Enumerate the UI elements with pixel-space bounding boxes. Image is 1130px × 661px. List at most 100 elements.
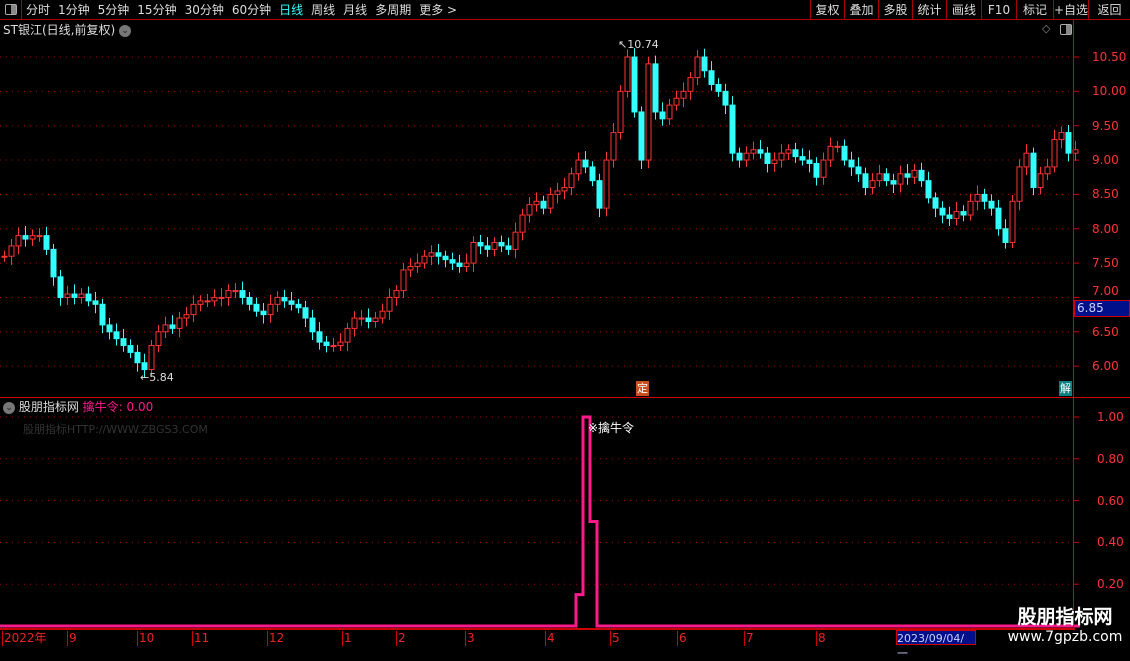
- x-axis-label: 10: [137, 631, 155, 646]
- period-tab[interactable]: 分时: [26, 3, 51, 17]
- period-tab[interactable]: 5分钟: [97, 3, 130, 17]
- candle: [771, 159, 778, 164]
- pane-divider[interactable]: [0, 397, 1130, 398]
- ding-badge[interactable]: 定: [636, 381, 649, 396]
- chevron-down-icon[interactable]: ⌄: [118, 24, 131, 37]
- candle: [407, 266, 414, 271]
- candle: [169, 324, 176, 329]
- watermark-url: www.7gpzb.com: [1007, 629, 1123, 645]
- candle: [1044, 166, 1051, 175]
- candle: [645, 63, 652, 161]
- candle: [288, 300, 295, 305]
- indicator-tick-label: 1.00: [1097, 410, 1124, 424]
- candle: [1051, 138, 1058, 168]
- candle: [267, 303, 274, 316]
- candle: [260, 310, 267, 316]
- candle: [813, 162, 820, 178]
- candle: [904, 173, 911, 178]
- toolbar-action-button[interactable]: 叠加: [844, 0, 878, 20]
- candle: [554, 190, 561, 195]
- candle: [477, 241, 484, 247]
- x-axis-label: 12: [267, 631, 285, 646]
- period-tab[interactable]: 15分钟: [137, 3, 177, 17]
- period-tab[interactable]: 更多 >: [419, 3, 458, 17]
- candle: [841, 145, 848, 161]
- candle: [911, 169, 918, 178]
- candle: [400, 269, 407, 292]
- candle: [806, 159, 813, 164]
- candle: [799, 156, 806, 161]
- low-value: 5.84: [149, 371, 174, 384]
- period-tab[interactable]: 周线: [311, 3, 336, 17]
- candle: [582, 159, 589, 168]
- chevron-down-icon[interactable]: ⌄: [3, 401, 15, 414]
- candle: [547, 193, 554, 209]
- toolbar-action-button[interactable]: 统计: [912, 0, 946, 20]
- period-tab[interactable]: 日线: [279, 3, 304, 17]
- toolbar-action-button[interactable]: 多股: [878, 0, 912, 20]
- candle: [393, 290, 400, 298]
- candle: [337, 341, 344, 347]
- period-tab[interactable]: 1分钟: [58, 3, 90, 17]
- x-axis-label: 2: [396, 631, 406, 646]
- candle: [750, 149, 757, 154]
- candle: [932, 197, 939, 209]
- indicator-name[interactable]: 擒牛令: 0.00: [83, 400, 154, 414]
- candle: [694, 56, 701, 79]
- candle: [652, 63, 659, 113]
- price-tick-label: 9.00: [1092, 153, 1119, 168]
- diamond-icon[interactable]: ◇: [1042, 22, 1051, 35]
- candle: [134, 351, 141, 364]
- candle: [92, 300, 99, 305]
- toolbar-action-button[interactable]: 返回: [1088, 0, 1130, 20]
- candle: [981, 193, 988, 202]
- candle: [701, 56, 708, 72]
- period-tab[interactable]: 30分钟: [184, 3, 224, 17]
- candle: [666, 104, 673, 120]
- candle: [540, 200, 547, 209]
- period-tab[interactable]: 月线: [343, 3, 368, 17]
- candle: [57, 276, 64, 298]
- candle: [43, 235, 50, 250]
- candle: [358, 317, 365, 320]
- panel-toggle-button[interactable]: [0, 0, 22, 20]
- candle: [848, 159, 855, 168]
- jie-badge[interactable]: 解: [1059, 381, 1072, 396]
- x-axis-label: 4: [545, 631, 555, 646]
- toolbar-action-button[interactable]: 复权: [810, 0, 844, 20]
- candle: [120, 338, 127, 347]
- stock-title: ST银江(日线,前复权) ⌄: [3, 21, 131, 38]
- candle: [995, 207, 1002, 230]
- x-axis-label: 1: [342, 631, 352, 646]
- price-tick-label: 9.50: [1092, 118, 1119, 133]
- price-tick-label: 6.50: [1092, 324, 1119, 339]
- candle: [463, 262, 470, 268]
- toolbar-action-button[interactable]: 画线: [946, 0, 981, 20]
- candle: [617, 90, 624, 134]
- candle: [456, 262, 463, 268]
- candle: [575, 159, 582, 175]
- period-tab[interactable]: 60分钟: [231, 3, 272, 17]
- candle: [141, 362, 148, 371]
- price-tick-label: 8.00: [1092, 221, 1119, 236]
- candle: [421, 255, 428, 264]
- panel-icon[interactable]: [1060, 24, 1072, 35]
- x-axis-label: 9: [67, 631, 77, 646]
- candle: [218, 296, 225, 299]
- candle: [127, 345, 134, 353]
- candle: [505, 245, 512, 250]
- toolbar-action-button[interactable]: F10: [981, 0, 1016, 20]
- candle: [610, 132, 617, 161]
- candle: [71, 293, 78, 298]
- last-price-marker: 6.85: [1074, 300, 1130, 317]
- price-tick-label: 7.00: [1092, 284, 1119, 298]
- candle: [484, 245, 491, 250]
- indicator-header: ⌄ 股朋指标网 擒牛令: 0.00: [3, 398, 153, 415]
- price-tick-label: 10.00: [1092, 84, 1127, 99]
- period-tab[interactable]: 多周期: [375, 3, 412, 17]
- candle: [498, 241, 505, 247]
- toolbar-action-button[interactable]: +自选: [1053, 0, 1088, 20]
- toolbar-action-button[interactable]: 标记: [1016, 0, 1053, 20]
- candle: [316, 331, 323, 343]
